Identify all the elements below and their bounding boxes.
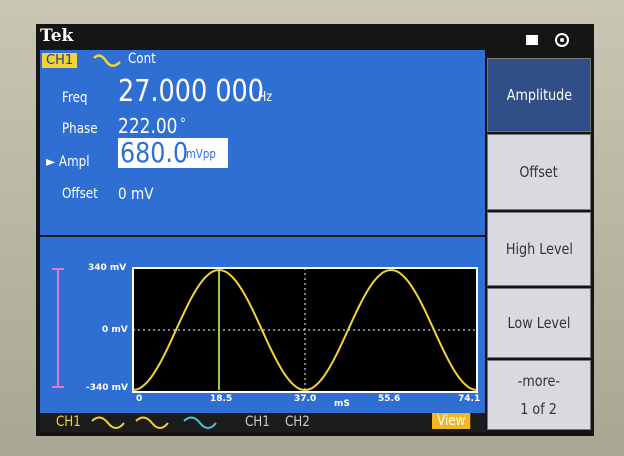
y-label: -340 mV xyxy=(86,383,128,393)
y-label: 340 mV xyxy=(88,263,126,273)
x-label: 74.1 xyxy=(458,394,480,404)
param-label: Offset xyxy=(62,186,98,202)
channel: CH1 xyxy=(42,53,77,68)
ampl-unit: mVpp xyxy=(186,147,216,161)
softkey[interactable]: High Level xyxy=(487,212,591,286)
x-unit: mS xyxy=(334,399,350,409)
tab[interactable]: View xyxy=(432,413,470,429)
tab[interactable]: CH1 xyxy=(245,414,270,430)
softkey-label: Low Level xyxy=(508,314,571,332)
offset-value: 0 mV xyxy=(118,184,154,203)
screen: Tek CH1 Cont Freq 27.000 000 Hz Phase 22… xyxy=(36,24,594,436)
softkey-label: Amplitude xyxy=(506,86,571,104)
page: Tek CH1 Cont Freq 27.000 000 Hz Phase 22… xyxy=(0,0,624,456)
parameter-panel: CH1 Cont Freq 27.000 000 Hz Phase 222.00… xyxy=(40,50,485,235)
ampl-field[interactable]: 680.0 mVpp xyxy=(118,138,228,168)
tab[interactable]: CH2 xyxy=(285,414,310,430)
x-label: 55.6 xyxy=(378,394,400,404)
phase-value: 222.00 xyxy=(118,114,177,138)
status-icons xyxy=(526,32,586,48)
x-label: 37.0 xyxy=(294,394,316,404)
sine-icon xyxy=(92,54,122,68)
brand: Tek xyxy=(40,26,73,46)
x-label: 18.5 xyxy=(210,394,232,404)
ampl-value: 680.0 xyxy=(120,136,188,169)
softkey[interactable]: Low Level xyxy=(487,288,591,358)
freq-unit: Hz xyxy=(258,90,272,105)
param-label: ► Ampl xyxy=(46,154,90,170)
x-label: 0 xyxy=(136,394,142,404)
softkey[interactable]: Amplitude xyxy=(487,58,591,132)
softkey[interactable]: -more- 1 of 2 xyxy=(487,360,591,430)
tab-icons xyxy=(90,415,230,430)
tab[interactable]: CH1 xyxy=(56,414,81,430)
param-label: Phase xyxy=(62,121,98,137)
tab-bar: CH1 CH1 CH2 View xyxy=(40,413,485,432)
freq-value: 27.000 000 xyxy=(118,74,264,109)
param-label: Freq xyxy=(62,90,87,106)
softkey-label: -more- xyxy=(518,372,560,390)
param-label: Ampl xyxy=(59,154,90,170)
softkey-label: 1 of 2 xyxy=(521,400,558,418)
softkey-label: Offset xyxy=(520,163,558,181)
waveform-panel: 340 mV 0 mV -340 mV 0 18.5 37.0 mS 55.6 … xyxy=(40,237,485,432)
y-label: 0 mV xyxy=(102,325,128,335)
phase-unit: ° xyxy=(180,116,186,132)
mode: Cont xyxy=(128,51,156,67)
softkey-label: High Level xyxy=(505,240,572,258)
softkey[interactable]: Offset xyxy=(487,134,591,210)
